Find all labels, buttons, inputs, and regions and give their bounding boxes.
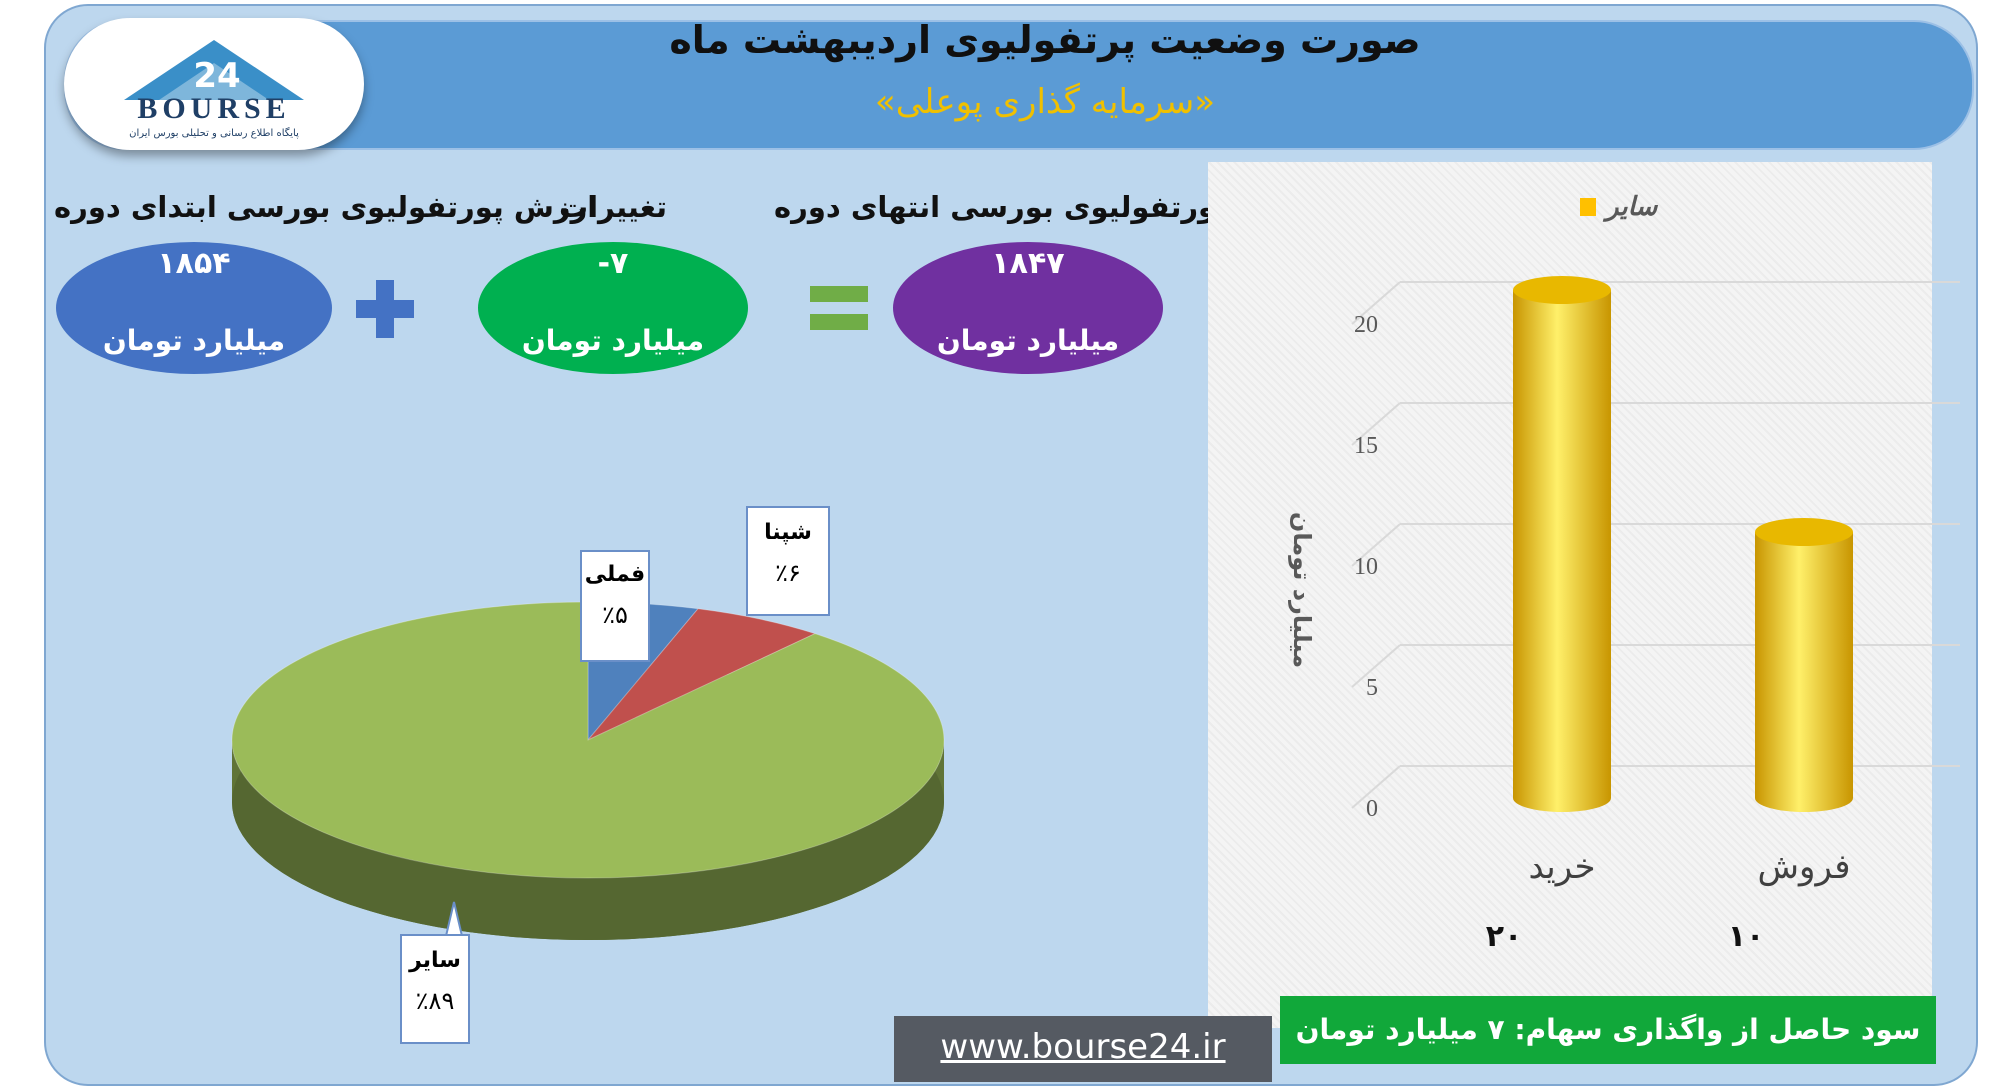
end-value-label: ارزش پورتفولیوی بورسی انتهای دوره: [774, 190, 1321, 224]
pie-label-name: فملی: [584, 562, 646, 587]
start-value: ۱۸۵۴: [157, 246, 231, 281]
start-value-unit: میلیارد تومان: [102, 324, 286, 357]
website-link[interactable]: www.bourse24.ir: [894, 1016, 1272, 1082]
start-value-label: ارزش پورتفولیوی بورسی ابتدای دوره: [54, 190, 598, 224]
pie-label-value: ٪۵: [602, 601, 628, 629]
pie-callout-fameli: فملی ٪۵: [580, 550, 650, 662]
end-value-oval: ۱۸۴۷ میلیارد تومان: [893, 242, 1163, 374]
pie-callout-sayer: سایر ٪۸۹: [400, 934, 470, 1044]
pie-label-name: سایر: [409, 948, 461, 973]
change-value-unit: میلیارد تومان: [521, 324, 705, 357]
logo-number: 24: [193, 56, 241, 96]
plus-icon: [356, 280, 414, 338]
equals-icon: [810, 286, 868, 330]
pie-callout-shepna: شپنا ٪۶: [746, 506, 830, 616]
page-subtitle: «سرمایه گذاری پوعلی»: [874, 82, 1216, 122]
change-value: -۷: [597, 246, 629, 281]
logo-mark-icon: [124, 40, 304, 100]
pie-label-value: ٪۶: [775, 559, 801, 587]
page-title: صورت وضعیت پرتفولیوی اردیبهشت ماه: [669, 18, 1421, 62]
profit-banner: سود حاصل از واگذاری سهام: ۷ میلیارد توما…: [1280, 996, 1936, 1064]
logo-tagline: پایگاه اطلاع رسانی و تحلیلی بورس ایران: [129, 128, 299, 139]
pie-label-name: شپنا: [764, 520, 812, 545]
end-value: ۱۸۴۷: [991, 246, 1065, 281]
change-value-oval: -۷ میلیارد تومان: [478, 242, 748, 374]
start-value-oval: ۱۸۵۴ میلیارد تومان: [56, 242, 332, 374]
pie-label-value: ٪۸۹: [415, 987, 455, 1015]
header-banner: [64, 20, 1974, 150]
logo-wordmark: BOURSE: [137, 92, 291, 125]
bar-chart-area: [1208, 162, 1932, 1028]
logo: 24 BOURSE پایگاه اطلاع رسانی و تحلیلی بو…: [64, 18, 364, 150]
change-label: تغییرات: [558, 190, 668, 224]
end-value-unit: میلیارد تومان: [936, 324, 1120, 357]
